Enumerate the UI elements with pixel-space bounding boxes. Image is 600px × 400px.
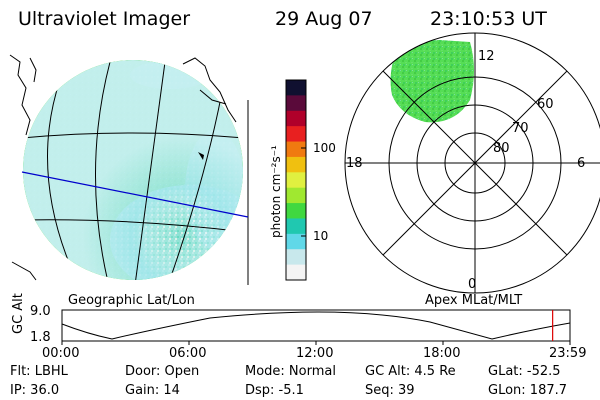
color-scale-bar	[285, 79, 307, 281]
altitude-curve	[61, 311, 571, 340]
observation-date: 29 Aug 07	[275, 8, 373, 30]
info-door: Door: Open	[125, 364, 200, 379]
info-mode: Mode: Normal	[245, 364, 336, 379]
colorbar-segment	[286, 80, 306, 96]
altitude-y-tick-min: 1.8	[30, 330, 51, 345]
colorbar-segment	[286, 141, 306, 158]
mlt-label-0: 0	[468, 277, 477, 292]
info-gain: Gain: 14	[125, 383, 180, 398]
altitude-plot-frame	[61, 309, 571, 342]
colorbar-segment	[286, 187, 306, 204]
mlat-label-70: 70	[512, 121, 529, 136]
geographic-panel-label: Geographic Lat/Lon	[68, 293, 195, 308]
colorbar-frame	[285, 79, 307, 281]
colorbar-tick-10: 10	[313, 229, 329, 243]
mlt-label-6: 6	[577, 156, 586, 171]
colorbar-segment	[286, 126, 306, 143]
colorbar-tick-100: 100	[313, 141, 336, 155]
apex-panel-label: Apex MLat/MLT	[425, 293, 523, 308]
colorbar-segment	[286, 110, 306, 127]
altitude-y-label: GC Alt	[11, 293, 26, 334]
x-tick-1800: 18:00	[423, 346, 461, 361]
satellite-marker	[198, 152, 204, 160]
instrument-title: Ultraviolet Imager	[18, 8, 191, 30]
x-tick-0600: 06:00	[169, 346, 207, 361]
x-tick-2359: 23:59	[549, 346, 587, 361]
info-glon: GLon: 187.7	[488, 383, 568, 398]
info-gc-alt: GC Alt: 4.5 Re	[365, 364, 456, 379]
coastline-outline	[9, 54, 237, 281]
mlat-label-80: 80	[493, 141, 510, 156]
colorbar-segment	[286, 233, 306, 250]
mlt-label-12: 12	[478, 49, 495, 64]
auroral-oval-emission	[390, 40, 474, 123]
lat-lon-grid	[23, 61, 243, 280]
x-tick-0000: 00:00	[42, 346, 80, 361]
earth-disk-image	[9, 54, 249, 285]
terminator-line	[21, 171, 249, 218]
colorbar-segment	[286, 95, 306, 112]
colorbar-segment	[286, 264, 306, 281]
observation-time: 23:10:53 UT	[430, 8, 547, 30]
info-dsp: Dsp: -5.1	[245, 383, 304, 398]
polar-mlat-mlt-plot	[344, 32, 600, 294]
colorbar-segment	[286, 172, 306, 189]
mlat-label-60: 60	[537, 97, 554, 112]
info-filter: Flt: LBHL	[10, 364, 68, 379]
colorbar-segment	[286, 218, 306, 235]
info-ip: IP: 36.0	[10, 383, 60, 398]
info-seq: Seq: 39	[365, 383, 415, 398]
colorbar-unit-label: photon cm⁻²s⁻¹	[269, 145, 283, 238]
colorbar-segment	[286, 203, 306, 219]
colorbar-segment	[286, 249, 306, 266]
info-glat: GLat: -52.5	[488, 364, 561, 379]
x-tick-1200: 12:00	[296, 346, 334, 361]
altitude-y-tick-max: 9.0	[30, 304, 51, 319]
mlt-label-18: 18	[346, 156, 363, 171]
colorbar-segment	[286, 156, 306, 173]
